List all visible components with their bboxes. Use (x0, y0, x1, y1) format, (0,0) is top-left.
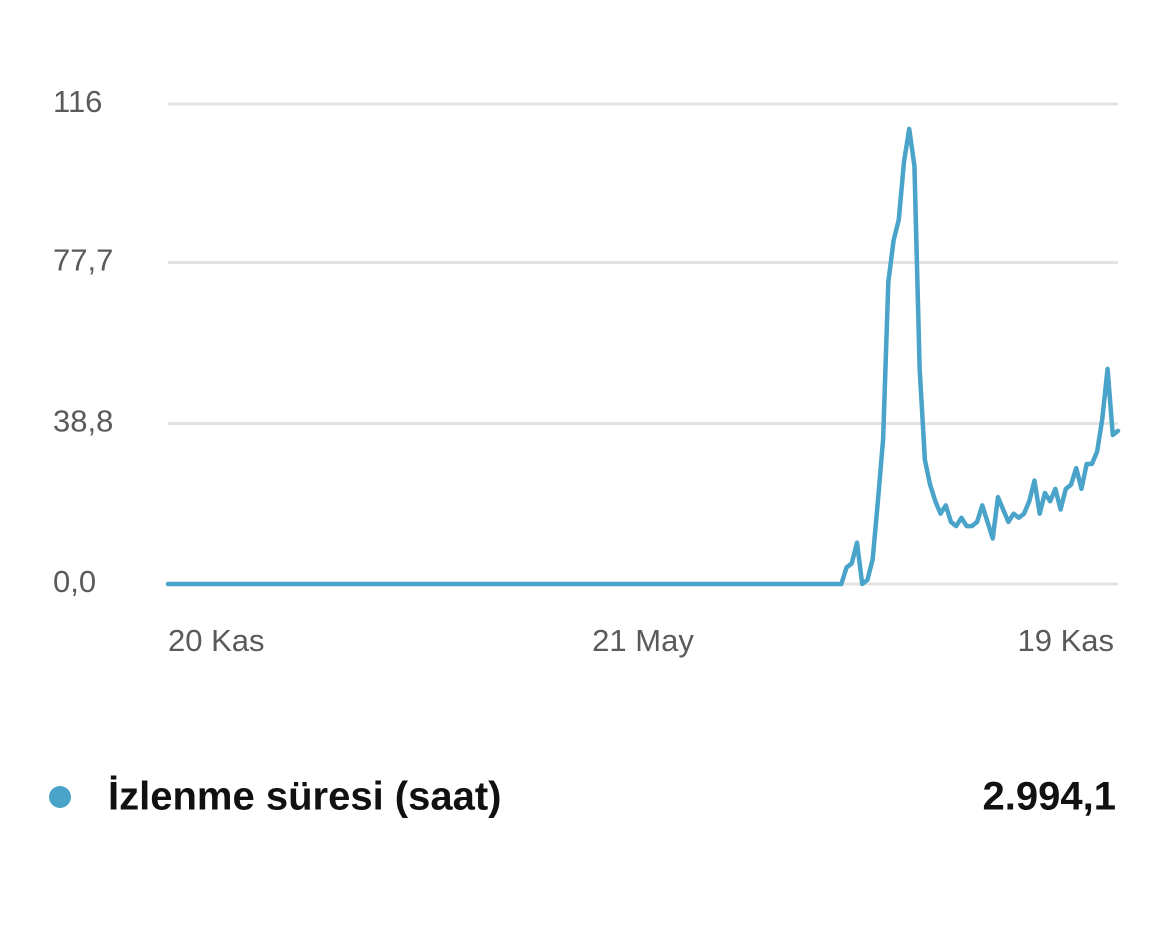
y-tick-label: 0,0 (53, 564, 96, 599)
y-tick-label: 116 (53, 84, 102, 119)
y-tick-label: 77,7 (53, 243, 113, 278)
total-value: 2.994,1 (983, 775, 1116, 819)
x-tick-label: 19 Kas (1017, 623, 1114, 658)
y-tick-label: 38,8 (53, 404, 113, 439)
x-tick-label: 20 Kas (168, 623, 265, 658)
legend-dot (49, 786, 71, 808)
line (165, 126, 1121, 587)
legend-label: İzlenme süresi (saat) (108, 775, 502, 819)
x-tick-label: 21 May (592, 623, 694, 658)
